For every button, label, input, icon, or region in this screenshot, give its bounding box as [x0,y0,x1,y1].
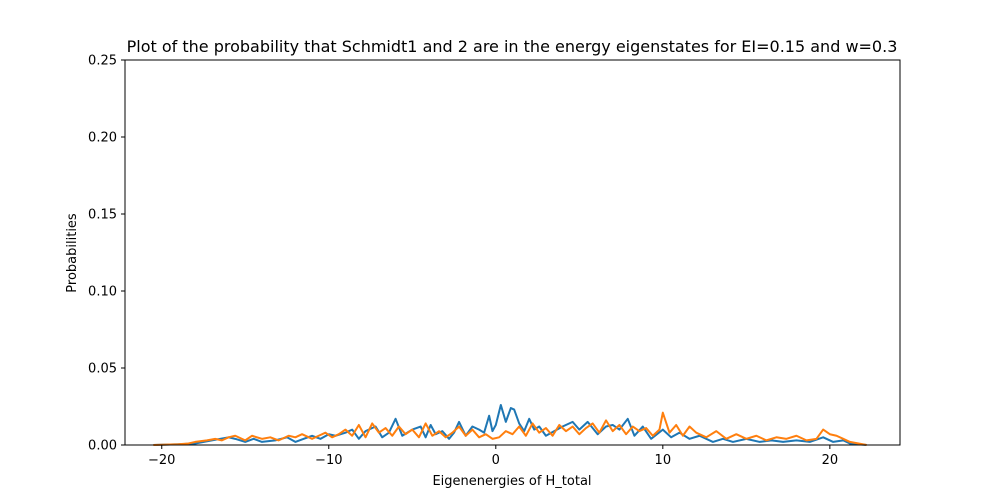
x-tick-label: −10 [315,453,342,468]
plot-area [153,403,867,446]
y-tick-label: 0.20 [88,131,117,146]
series-line-1 [153,403,867,446]
series-line-2 [153,411,867,446]
chart-title: Plot of the probability that Schmidt1 an… [127,37,898,56]
x-tick-label: −20 [148,453,175,468]
y-axis: 0.00 0.05 0.10 0.15 0.20 0.25 [88,54,125,454]
axes-frame [124,59,901,446]
y-tick-label: 0.25 [88,54,117,69]
y-tick-label: 0.05 [88,362,117,377]
x-axis-label: Eigenenergies of H_total [432,474,591,489]
x-tick-label: 10 [655,453,672,468]
y-tick-label: 0.10 [88,285,117,300]
x-tick-label: 0 [492,453,500,468]
x-tick-label: 20 [822,453,839,468]
y-tick-label: 0.15 [88,208,117,223]
y-tick-label: 0.00 [88,439,117,454]
x-axis: −20 −10 0 10 20 [148,445,838,468]
y-axis-label: Probabilities [65,213,80,293]
